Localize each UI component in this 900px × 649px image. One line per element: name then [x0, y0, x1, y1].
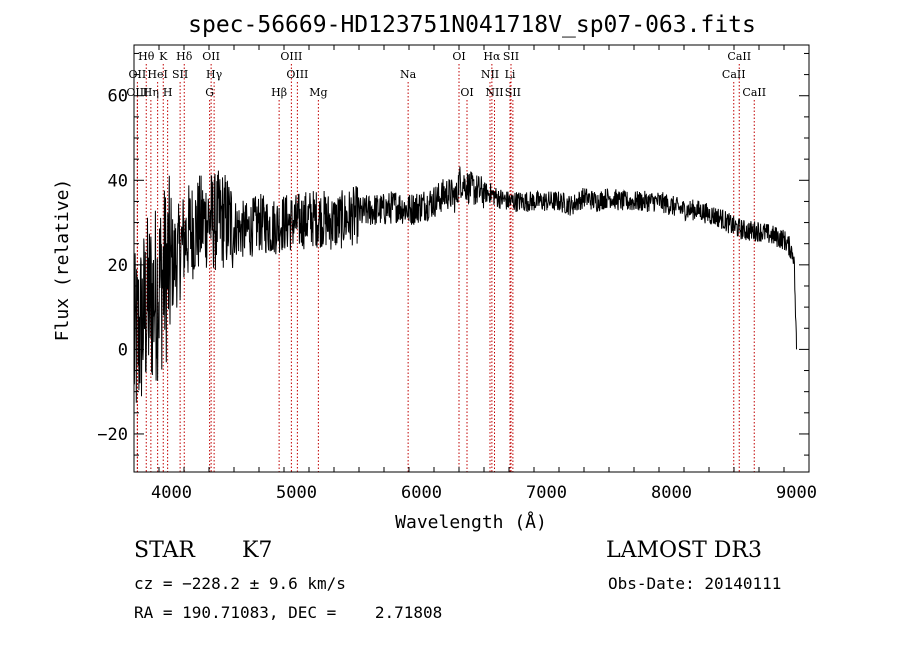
object-subclass: K7 [242, 538, 273, 563]
x-tick-label: 9000 [776, 483, 817, 503]
line-marker-label: Hθ [138, 50, 155, 63]
y-tick-label: 20 [108, 256, 128, 276]
object-class: STAR [134, 538, 195, 563]
line-marker-label: OI [452, 50, 465, 63]
line-marker-label: SII [505, 86, 521, 99]
x-tick-label: 6000 [401, 483, 442, 503]
line-marker-label: Li [505, 68, 516, 81]
plot-area [133, 166, 797, 403]
ra-dec: RA = 190.71083, DEC = 2.71808 [134, 603, 443, 622]
line-marker-label: Hδ [176, 50, 193, 63]
line-marker-label: Hβ [271, 86, 287, 99]
line-marker-label: CaII [727, 50, 751, 63]
y-tick-label: 0 [118, 340, 128, 360]
line-marker-label: NII [481, 68, 499, 81]
line-marker-label: Hα [483, 50, 501, 63]
y-axis-label: Flux (relative) [52, 179, 73, 342]
line-marker-label: SII [503, 50, 519, 63]
chart-title: spec-56669-HD123751N041718V_sp07-063.fit… [188, 12, 756, 38]
line-marker-label: CaII [722, 68, 746, 81]
x-tick-label: 4000 [151, 483, 192, 503]
line-marker-label: G [205, 86, 214, 99]
y-tick-label: 60 [108, 87, 128, 107]
line-marker-label: OIII [286, 68, 308, 81]
line-marker-label: Hη [143, 86, 159, 99]
obs-date: Obs-Date: 20140111 [608, 574, 782, 593]
line-marker-label: NII [485, 86, 503, 99]
x-axis: 4000 5000 6000 7000 8000 9000 [133, 45, 817, 503]
redshift-cz: cz = −228.2 ± 9.6 km/s [134, 574, 346, 593]
line-marker-label: H [163, 86, 173, 99]
x-tick-label: 5000 [276, 483, 317, 503]
flux-series-line [133, 166, 797, 403]
line-marker-label: SII [172, 68, 188, 81]
line-marker-label: Hγ [206, 68, 223, 81]
line-marker-label: OII [202, 50, 220, 63]
survey-label: LAMOST DR3 [606, 538, 762, 563]
line-marker-label: K [159, 50, 168, 63]
line-marker-label: OI [460, 86, 473, 99]
y-tick-label: −20 [97, 425, 128, 445]
x-tick-label: 8000 [651, 483, 692, 503]
x-axis-label: Wavelength (Å) [395, 511, 547, 533]
line-marker-label: OIII [280, 50, 302, 63]
line-marker-label: Mg [309, 86, 327, 99]
plot-frame [133, 44, 810, 473]
y-tick-label: 40 [108, 171, 128, 191]
x-tick-label: 7000 [526, 483, 567, 503]
y-axis: −20 0 20 40 60 [97, 52, 809, 456]
line-marker-label: CaII [742, 86, 766, 99]
line-marker-label: HeI [147, 68, 167, 81]
line-marker-label: Na [400, 68, 417, 81]
